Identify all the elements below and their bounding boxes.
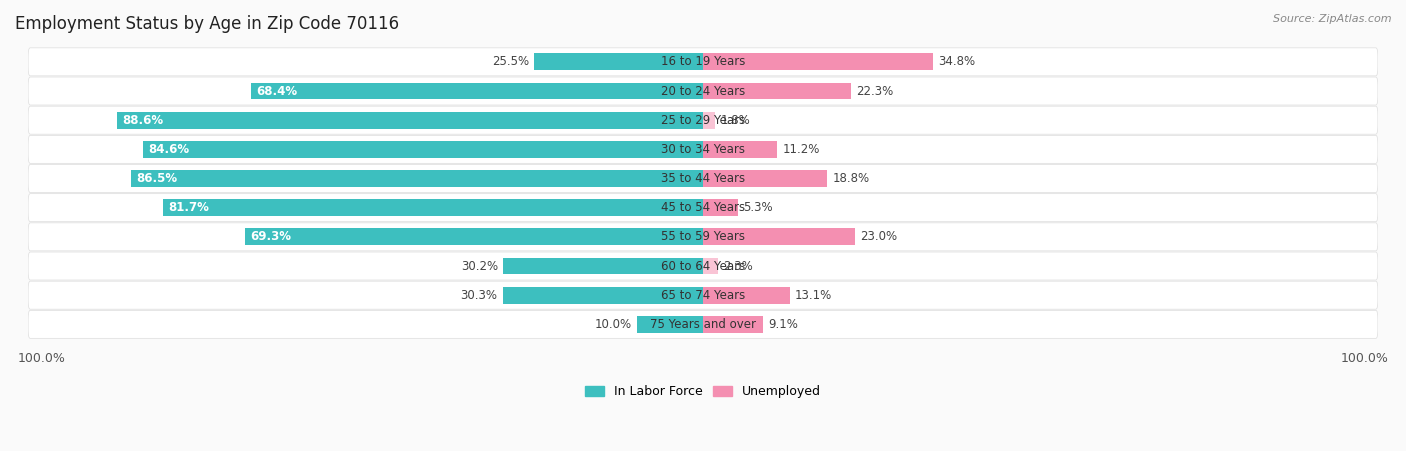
FancyBboxPatch shape	[28, 193, 1378, 222]
Bar	[703, 53, 934, 70]
Bar	[534, 53, 703, 70]
Bar	[131, 170, 703, 187]
Bar	[703, 170, 827, 187]
Bar	[117, 112, 703, 129]
Bar	[703, 258, 718, 275]
Bar	[143, 141, 703, 158]
Text: Employment Status by Age in Zip Code 70116: Employment Status by Age in Zip Code 701…	[14, 15, 399, 33]
FancyBboxPatch shape	[28, 48, 1378, 76]
Text: 34.8%: 34.8%	[938, 55, 976, 69]
Text: 30.3%: 30.3%	[460, 289, 498, 302]
Text: 23.0%: 23.0%	[860, 230, 897, 244]
Text: 45 to 54 Years: 45 to 54 Years	[661, 201, 745, 214]
Bar	[703, 112, 714, 129]
FancyBboxPatch shape	[28, 77, 1378, 105]
Text: 65 to 74 Years: 65 to 74 Years	[661, 289, 745, 302]
Text: 86.5%: 86.5%	[136, 172, 177, 185]
FancyBboxPatch shape	[28, 106, 1378, 134]
Text: 13.1%: 13.1%	[794, 289, 832, 302]
FancyBboxPatch shape	[28, 223, 1378, 251]
Text: 69.3%: 69.3%	[250, 230, 291, 244]
FancyBboxPatch shape	[28, 281, 1378, 309]
Text: 9.1%: 9.1%	[769, 318, 799, 331]
Text: 18.8%: 18.8%	[832, 172, 870, 185]
FancyBboxPatch shape	[28, 310, 1378, 338]
Bar	[163, 199, 703, 216]
Bar	[502, 287, 703, 304]
Bar	[250, 83, 703, 100]
Bar	[703, 287, 790, 304]
Text: Source: ZipAtlas.com: Source: ZipAtlas.com	[1274, 14, 1392, 23]
Text: 30 to 34 Years: 30 to 34 Years	[661, 143, 745, 156]
Text: 20 to 24 Years: 20 to 24 Years	[661, 84, 745, 97]
Text: 88.6%: 88.6%	[122, 114, 163, 127]
Bar	[703, 228, 855, 245]
Text: 10.0%: 10.0%	[595, 318, 631, 331]
Text: 22.3%: 22.3%	[856, 84, 893, 97]
Bar	[703, 316, 763, 333]
Text: 5.3%: 5.3%	[744, 201, 773, 214]
FancyBboxPatch shape	[28, 252, 1378, 280]
Legend: In Labor Force, Unemployed: In Labor Force, Unemployed	[581, 380, 825, 403]
Text: 2.3%: 2.3%	[724, 259, 754, 272]
Text: 1.8%: 1.8%	[720, 114, 749, 127]
Text: 11.2%: 11.2%	[782, 143, 820, 156]
Text: 68.4%: 68.4%	[256, 84, 297, 97]
Text: 30.2%: 30.2%	[461, 259, 498, 272]
Text: 60 to 64 Years: 60 to 64 Years	[661, 259, 745, 272]
Text: 81.7%: 81.7%	[167, 201, 208, 214]
Bar	[703, 83, 851, 100]
Bar	[703, 199, 738, 216]
FancyBboxPatch shape	[28, 135, 1378, 163]
Bar	[637, 316, 703, 333]
Text: 55 to 59 Years: 55 to 59 Years	[661, 230, 745, 244]
Text: 75 Years and over: 75 Years and over	[650, 318, 756, 331]
Text: 84.6%: 84.6%	[149, 143, 190, 156]
FancyBboxPatch shape	[28, 165, 1378, 193]
Text: 25.5%: 25.5%	[492, 55, 529, 69]
Bar	[503, 258, 703, 275]
Text: 16 to 19 Years: 16 to 19 Years	[661, 55, 745, 69]
Bar	[703, 141, 778, 158]
Text: 25 to 29 Years: 25 to 29 Years	[661, 114, 745, 127]
Bar	[245, 228, 703, 245]
Text: 35 to 44 Years: 35 to 44 Years	[661, 172, 745, 185]
